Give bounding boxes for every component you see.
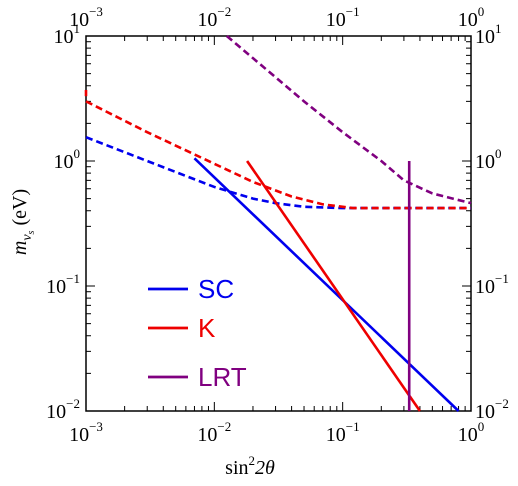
series-group bbox=[84, 35, 472, 412]
y-tick-label-left: 101 bbox=[54, 21, 81, 48]
x-tick-label-bottom: 10−3 bbox=[69, 419, 103, 446]
y-tick-label-right: 10−1 bbox=[475, 271, 509, 298]
legend-label-k: K bbox=[198, 313, 216, 343]
x-tick-label-bottom: 100 bbox=[458, 419, 485, 446]
y-axis-label-subsub: s bbox=[26, 230, 37, 234]
legend: SC K LRT bbox=[148, 274, 247, 392]
plot-frame bbox=[85, 35, 472, 412]
series-line-sc-solid bbox=[193, 157, 460, 412]
y-axis-label-main: m bbox=[9, 241, 31, 255]
y-tick-label-right: 100 bbox=[475, 146, 502, 173]
y-tick-label-left: 100 bbox=[54, 146, 81, 173]
x-tick-label-top: 100 bbox=[458, 4, 485, 31]
series-line-k-solid bbox=[246, 160, 421, 412]
x-tick-label-bottom: 10−2 bbox=[197, 419, 231, 446]
y-axis-label-sub: ν bbox=[20, 234, 35, 241]
y-tick-label-right: 101 bbox=[475, 21, 502, 48]
y-tick-label-left: 10−2 bbox=[46, 396, 80, 423]
x-axis-label: sin22θ bbox=[225, 453, 275, 479]
legend-label-sc: SC bbox=[198, 274, 234, 304]
x-tick-label-bottom: 10−1 bbox=[326, 419, 360, 446]
x-tick-label-top: 10−3 bbox=[69, 4, 103, 31]
legend-label-lrt: LRT bbox=[198, 362, 247, 392]
x-axis-label-tail: 2θ bbox=[255, 457, 275, 479]
x-tick-label-top: 10−2 bbox=[197, 4, 231, 31]
y-axis-label-unit: (eV) bbox=[9, 189, 31, 231]
ticks bbox=[85, 36, 471, 412]
series-line-sc-dashed bbox=[85, 135, 471, 210]
x-tick-label-top: 10−1 bbox=[326, 4, 360, 31]
y-tick-label-left: 10−1 bbox=[46, 271, 80, 298]
y-axis-label: mνs (eV) bbox=[9, 189, 37, 255]
x-axis-label-main: sin bbox=[225, 457, 248, 479]
series-line-k-dashed bbox=[85, 100, 471, 210]
x-axis-label-sup: 2 bbox=[249, 453, 256, 468]
y-tick-label-right: 10−2 bbox=[475, 396, 509, 423]
series-line-lrt-dashed bbox=[225, 35, 472, 205]
